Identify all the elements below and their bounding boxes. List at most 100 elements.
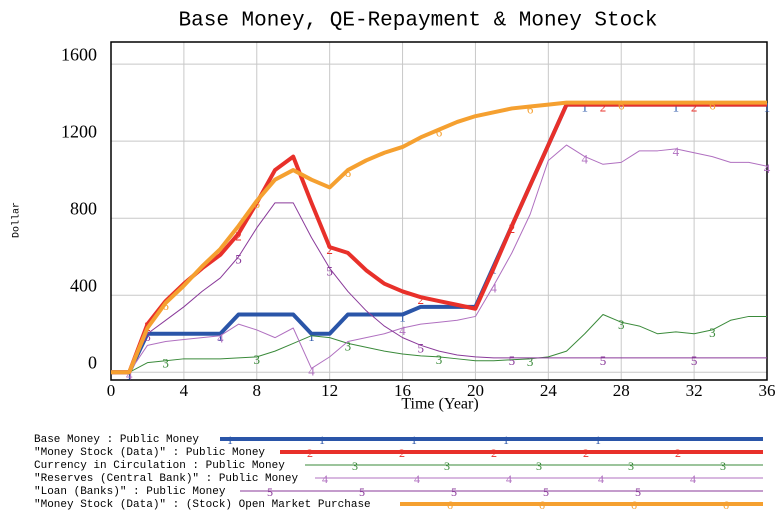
legend-marker: 4 xyxy=(414,472,420,486)
series-marker: 1 xyxy=(126,367,133,382)
legend-marker: 2 xyxy=(583,446,589,460)
legend-marker: 1 xyxy=(595,433,601,447)
series-marker: 5 xyxy=(509,353,516,368)
legend-label: "Reserves (Central Bank)" : Public Money xyxy=(34,473,298,485)
series-marker: 1 xyxy=(764,100,771,115)
y-tick-label: 0 xyxy=(88,352,97,372)
legend-marker: 4 xyxy=(690,472,696,486)
legend-marker: 5 xyxy=(543,485,549,499)
series-marker: 6 xyxy=(436,125,443,140)
legend-marker: 1 xyxy=(411,433,417,447)
x-tick-label: 20 xyxy=(467,381,484,400)
series-marker: 5 xyxy=(418,340,425,355)
legend-marker: 5 xyxy=(635,485,641,499)
series-marker: 6 xyxy=(162,298,169,313)
legend-marker: 3 xyxy=(628,459,634,473)
legend-marker: 6 xyxy=(539,498,545,512)
legend-label: "Money Stock (Data)" : Public Money xyxy=(34,447,265,459)
legend-marker: 3 xyxy=(536,459,542,473)
x-axis-label: Time (Year) xyxy=(401,396,478,413)
series-marker: 4 xyxy=(582,152,589,167)
series-marker: 6 xyxy=(527,102,534,117)
series-marker: 1 xyxy=(308,329,315,344)
series-line xyxy=(111,314,767,373)
y-tick-label: 800 xyxy=(70,198,97,218)
series-marker: 4 xyxy=(673,144,680,159)
series-marker: 4 xyxy=(490,281,497,296)
legend-marker: 6 xyxy=(447,498,453,512)
legend-marker: 3 xyxy=(352,459,358,473)
series-marker: 3 xyxy=(709,325,716,340)
series-marker: 2 xyxy=(600,100,607,115)
legend-label: Base Money : Public Money xyxy=(34,434,199,446)
series-marker: 4 xyxy=(399,323,406,338)
legend-marker: 5 xyxy=(359,485,365,499)
series-marker: 5 xyxy=(691,353,698,368)
series-marker: 5 xyxy=(326,263,333,278)
series-marker: 5 xyxy=(600,353,607,368)
x-tick-label: 28 xyxy=(613,381,630,400)
legend-marker: 2 xyxy=(675,446,681,460)
legend-marker: 3 xyxy=(720,459,726,473)
y-tick-label: 1600 xyxy=(61,44,97,64)
plot-frame xyxy=(110,41,768,381)
y-tick-label: 400 xyxy=(70,275,97,295)
legend-marker: 1 xyxy=(227,433,233,447)
series-marker: 3 xyxy=(436,352,443,367)
legend-marker: 3 xyxy=(444,459,450,473)
legend-marker: 2 xyxy=(307,446,313,460)
series-marker: 5 xyxy=(144,329,151,344)
series-line xyxy=(111,100,767,375)
x-tick-label: 4 xyxy=(180,381,189,400)
x-tick-label: 16 xyxy=(394,381,411,400)
series-marker: 3 xyxy=(162,356,169,371)
series-line xyxy=(111,202,767,373)
series-line xyxy=(111,144,768,373)
x-tick-label: 0 xyxy=(107,381,116,400)
series-marker: 2 xyxy=(509,221,516,236)
x-tick-label: 24 xyxy=(540,381,558,400)
legend-marker: 5 xyxy=(267,485,273,499)
series-marker: 1 xyxy=(217,329,224,344)
x-tick-label: 32 xyxy=(686,381,703,400)
series-marker: 3 xyxy=(345,338,352,353)
legend-marker: 1 xyxy=(319,433,325,447)
series-marker: 6 xyxy=(709,98,716,113)
x-tick-label: 12 xyxy=(321,381,338,400)
series-marker: 2 xyxy=(691,100,698,115)
legend-marker: 6 xyxy=(631,498,637,512)
series-marker: 3 xyxy=(618,317,625,332)
series-marker: 3 xyxy=(527,354,534,369)
series-marker: 1 xyxy=(673,100,680,115)
legend-marker: 4 xyxy=(506,472,512,486)
legend-label: Currency in Circulation : Public Money xyxy=(34,460,285,472)
legend-marker: 2 xyxy=(399,446,405,460)
series-marker: 6 xyxy=(345,165,352,180)
legend-marker: 4 xyxy=(322,472,328,486)
chart-title: Base Money, QE-Repayment & Money Stock xyxy=(179,10,658,33)
x-tick-label: 8 xyxy=(253,381,262,400)
series-marker: 6 xyxy=(618,98,625,113)
series-marker: 4 xyxy=(764,161,771,176)
y-tick-label: 1200 xyxy=(61,121,97,141)
series-marker: 3 xyxy=(254,352,261,367)
legend-marker: 4 xyxy=(598,472,604,486)
series-marker: 5 xyxy=(235,252,242,267)
series-marker: 1 xyxy=(582,100,589,115)
series-marker: 2 xyxy=(235,229,242,244)
legend-marker: 5 xyxy=(451,485,457,499)
series-marker: 2 xyxy=(326,242,333,257)
series-marker: 2 xyxy=(418,292,425,307)
legend-marker: 2 xyxy=(491,446,497,460)
series-marker: 4 xyxy=(126,367,133,382)
x-tick-label: 36 xyxy=(759,381,776,400)
legend-marker: 1 xyxy=(503,433,509,447)
legend-label: "Loan (Banks)" : Public Money xyxy=(34,486,226,498)
series-marker: 1 xyxy=(399,310,406,325)
y-axis-label: Dollar xyxy=(11,202,23,238)
legend-label: "Money Stock (Data)" : (Stock) Open Mark… xyxy=(34,499,371,511)
series-marker: 4 xyxy=(217,331,224,346)
legend-marker: 6 xyxy=(723,498,729,512)
series-marker: 4 xyxy=(308,363,315,378)
